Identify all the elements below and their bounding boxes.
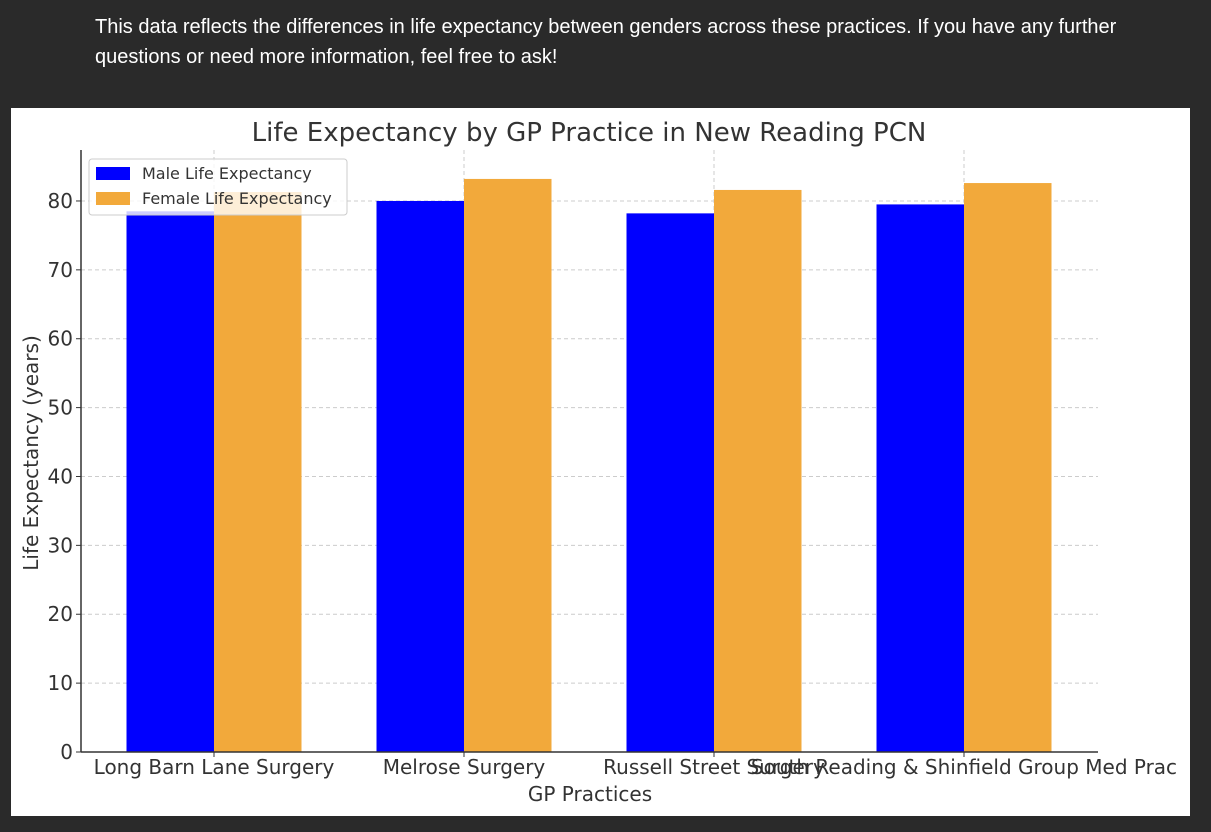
y-tick-label: 80 (48, 189, 73, 213)
y-tick-label: 20 (48, 602, 73, 626)
bar-female (714, 189, 802, 752)
x-tick-label: Russell Street Surgery (603, 755, 825, 779)
legend-box (88, 158, 348, 216)
chart-image: Life Expectancy by GP Practice in New Re… (11, 108, 1190, 816)
bar-male (626, 213, 714, 753)
x-ticks: Long Barn Lane Surgery Melrose Surgery Rus… (94, 752, 1177, 779)
legend-swatch (96, 192, 130, 205)
x-axis-label: GP Practices (528, 782, 652, 806)
y-tick-label: 70 (48, 258, 73, 282)
y-tick-label: 50 (48, 396, 73, 420)
bar-female (464, 178, 552, 752)
y-tick-label: 40 (48, 464, 73, 488)
y-axis-label: Life Expectancy (years) (19, 335, 43, 570)
y-tick-label: 0 (60, 740, 73, 764)
assistant-message: This data reflects the differences in li… (95, 16, 1117, 68)
bar-chart: Life Expectancy by GP Practice in New Re… (19, 118, 1177, 806)
bar-male (876, 204, 964, 752)
y-ticks: 0 10 20 30 40 50 60 70 80 (48, 189, 81, 764)
bar-male (126, 211, 214, 752)
bars (126, 178, 1052, 753)
legend-swatch (96, 167, 130, 180)
bar-male (376, 200, 464, 753)
bar-female (214, 192, 302, 753)
legend-label: Male Life Expectancy (142, 164, 312, 183)
x-tick-label: Long Barn Lane Surgery (94, 755, 335, 779)
chart-title: Life Expectancy by GP Practice in New Re… (252, 118, 927, 148)
bar-female (964, 183, 1052, 753)
x-tick-label: South Reading & Shinfield Group Med Prac (751, 755, 1177, 779)
y-tick-label: 30 (48, 533, 73, 557)
legend-label: Female Life Expectancy (142, 189, 332, 208)
y-tick-label: 60 (48, 327, 73, 351)
axes (80, 150, 1098, 753)
x-tick-label: Melrose Surgery (383, 755, 546, 779)
legend: Male Life Expectancy Female Life Expectan… (88, 158, 348, 216)
y-tick-label: 10 (48, 671, 73, 695)
